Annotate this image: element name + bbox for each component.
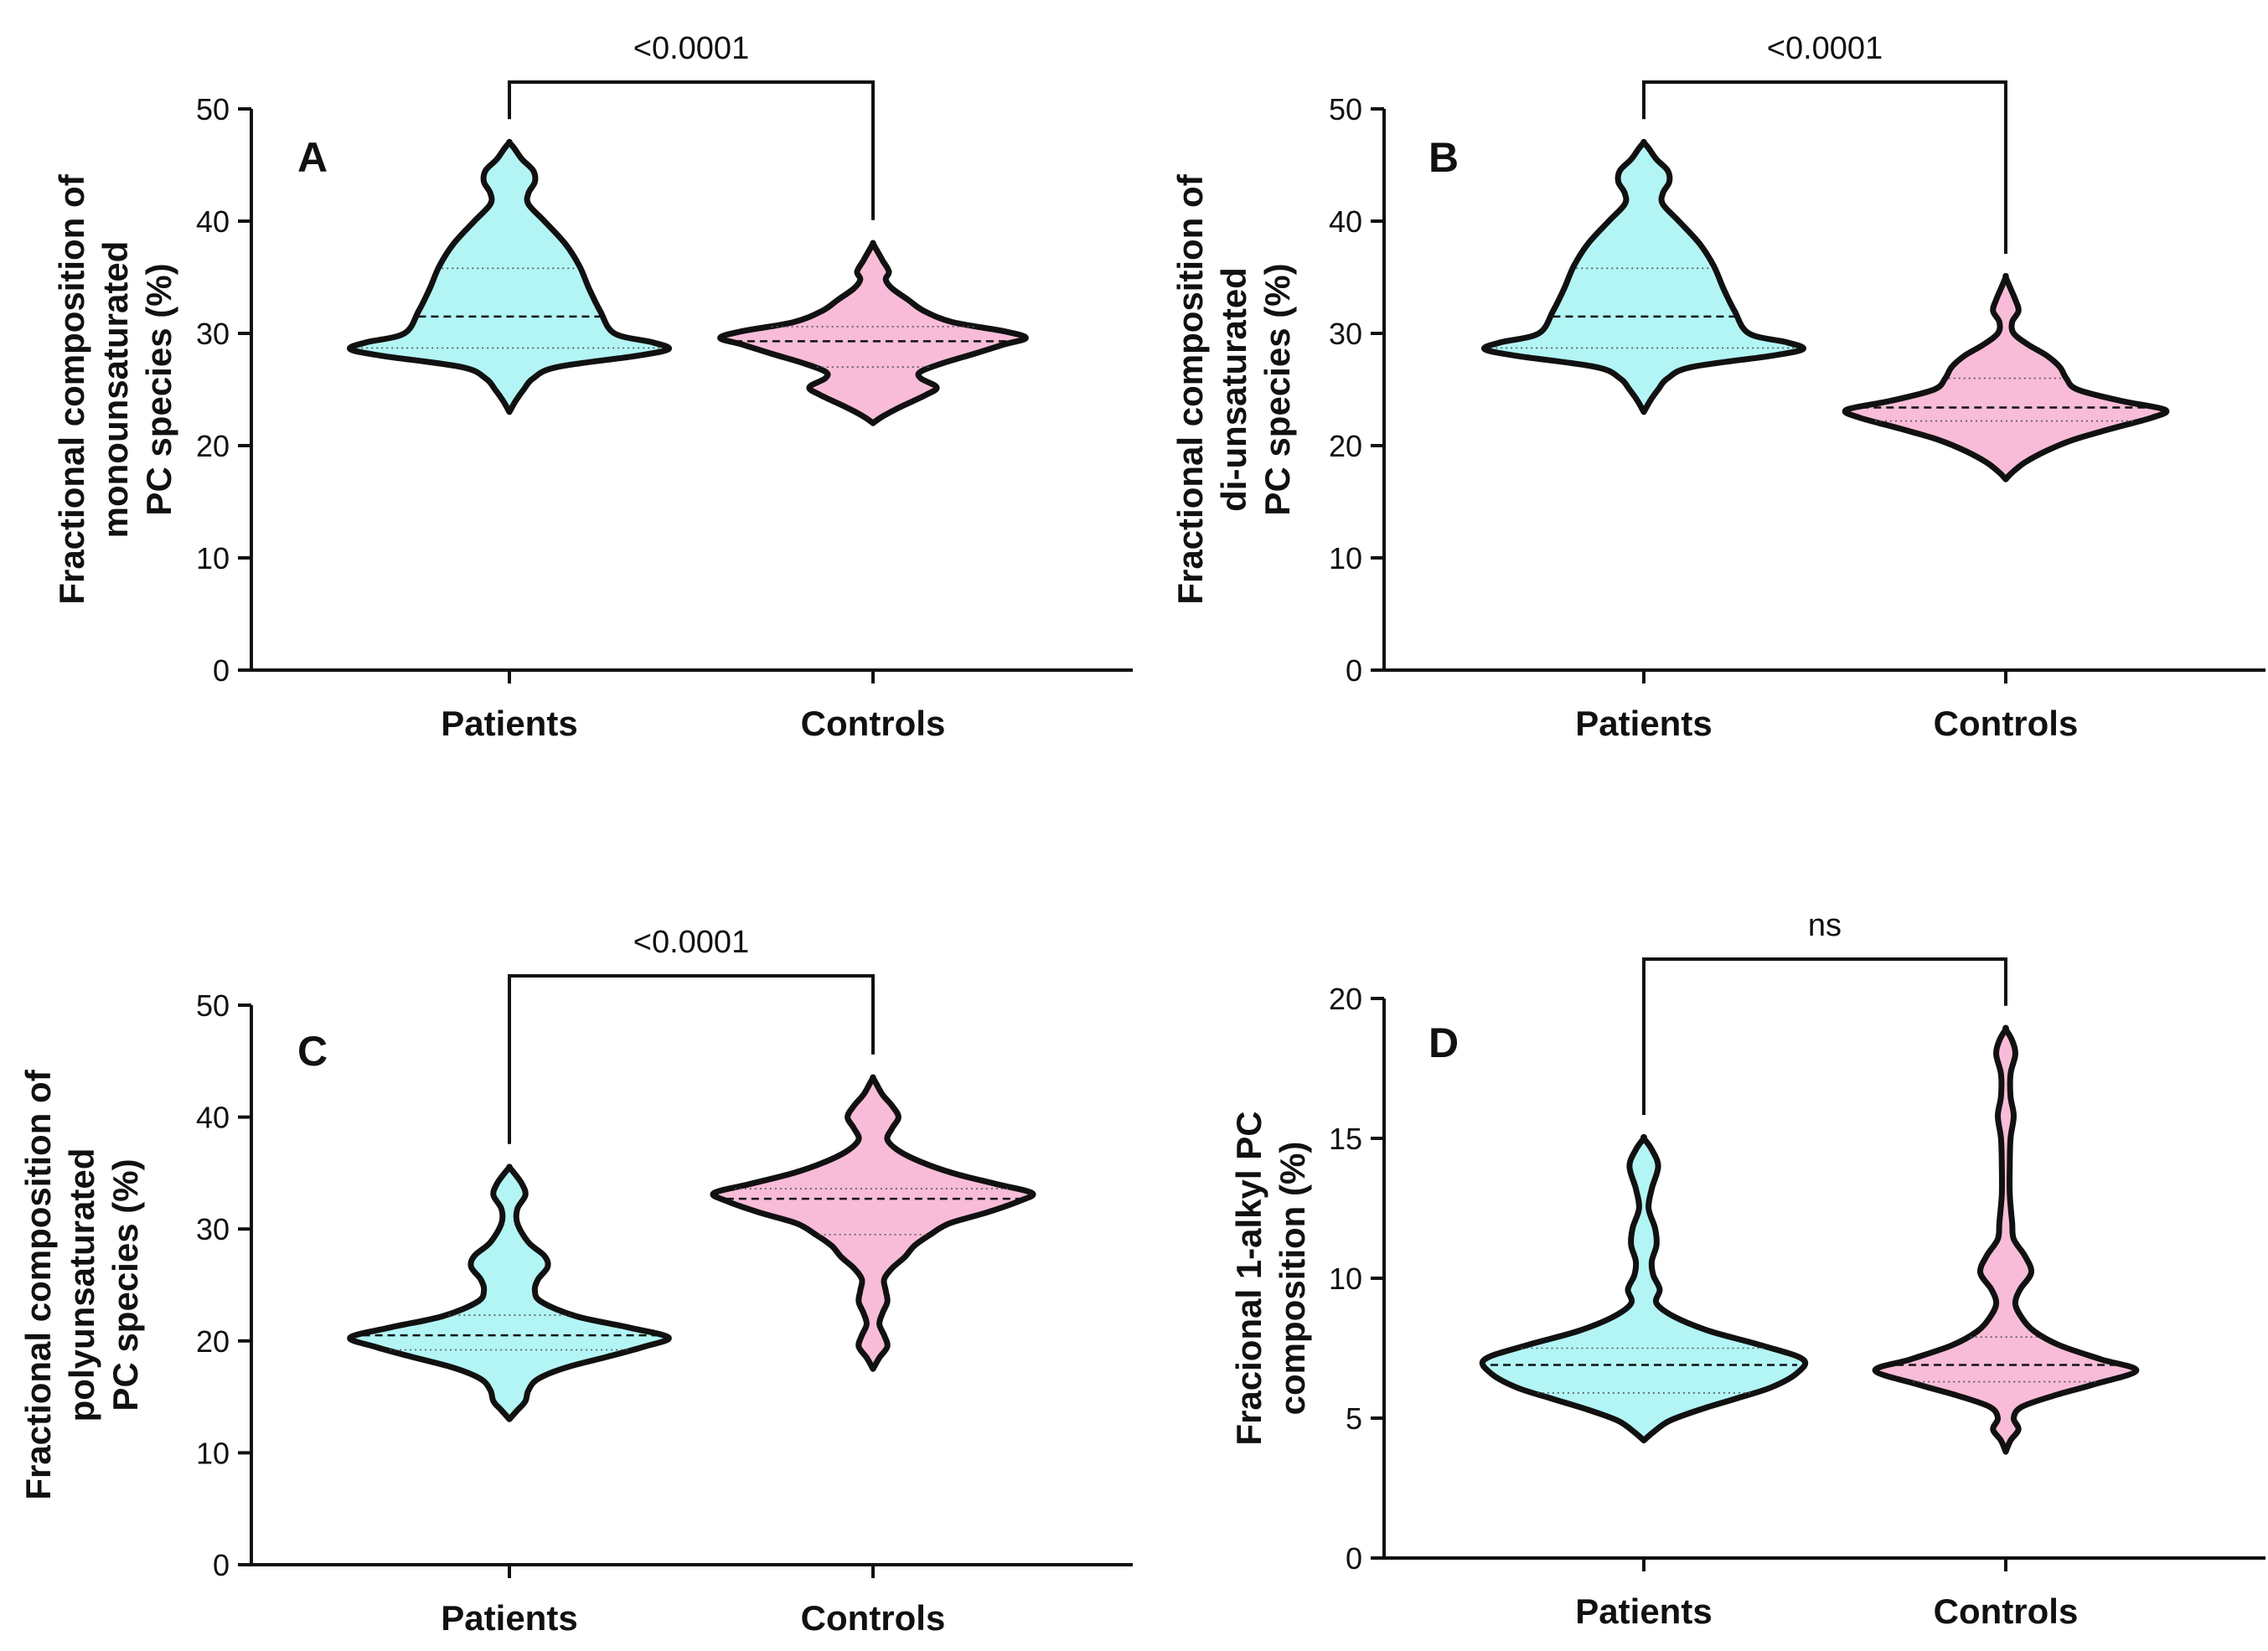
y-tick-label: 0 bbox=[213, 1548, 230, 1582]
y-tick-label: 50 bbox=[1329, 92, 1362, 126]
y-axis-title: Fractional composition of di-unsaturated P… bbox=[1170, 173, 1297, 604]
y-tick-label: 20 bbox=[196, 429, 230, 463]
y-axis-title: Fractional composition of polyunsaturated… bbox=[18, 1069, 145, 1499]
violin-patients bbox=[347, 1163, 672, 1422]
violin-controls bbox=[717, 240, 1029, 426]
x-tick-label-patients: Patients bbox=[441, 704, 577, 743]
y-tick-label: 5 bbox=[1346, 1401, 1362, 1436]
y-tick-label: 40 bbox=[196, 1101, 230, 1135]
violin-controls bbox=[1872, 1024, 2140, 1455]
x-tick-label-patients: Patients bbox=[441, 1598, 577, 1638]
panel-letter: C bbox=[297, 1028, 328, 1075]
panel-d-plot: 0 5 10 15 20 Patients Controls Fracional 1-alky… bbox=[1229, 908, 2265, 1631]
panel-a-plot: 0 10 20 30 40 50 Patients Controls Fractional co… bbox=[52, 31, 1133, 743]
x-tick-label-controls: Controls bbox=[801, 704, 946, 743]
y-axis-title: Fracional 1-alkyl PC composition (%) bbox=[1229, 1111, 1312, 1445]
x-tick-label-patients: Patients bbox=[1575, 704, 1712, 743]
y-tick-label: 20 bbox=[1329, 429, 1362, 463]
y-tick-label: 0 bbox=[1346, 1541, 1362, 1576]
violin-patients bbox=[1480, 138, 1807, 415]
x-tick-label-controls: Controls bbox=[1934, 704, 2079, 743]
significance-bracket bbox=[1642, 80, 2007, 254]
significance-bracket bbox=[1642, 957, 2007, 1115]
violin-controls bbox=[710, 1074, 1036, 1372]
y-tick-label: 40 bbox=[196, 204, 230, 239]
panel-c-plot: 0 10 20 30 40 50 Patients Controls Fractional co… bbox=[18, 925, 1133, 1638]
x-tick-label-controls: Controls bbox=[801, 1598, 946, 1638]
y-tick-label: 10 bbox=[1329, 1261, 1362, 1296]
significance-label: <0.0001 bbox=[633, 31, 749, 66]
significance-label: ns bbox=[1808, 908, 1842, 943]
y-tick-label: 40 bbox=[1329, 204, 1362, 239]
significance-label: <0.0001 bbox=[633, 925, 749, 960]
significance-label: <0.0001 bbox=[1767, 31, 1883, 66]
y-tick-label: 20 bbox=[196, 1324, 230, 1359]
y-tick-label: 0 bbox=[1346, 653, 1362, 688]
y-tick-label: 30 bbox=[1329, 317, 1362, 351]
x-tick-label-patients: Patients bbox=[1575, 1592, 1712, 1631]
y-tick-label: 10 bbox=[196, 1436, 230, 1470]
y-tick-label: 20 bbox=[1329, 982, 1362, 1016]
significance-bracket bbox=[508, 974, 875, 1144]
panel-letter: D bbox=[1428, 1019, 1459, 1066]
violin-controls bbox=[1842, 272, 2170, 482]
y-tick-label: 15 bbox=[1329, 1122, 1362, 1156]
panel-letter: B bbox=[1428, 134, 1459, 181]
panel-letter: A bbox=[297, 134, 328, 181]
x-tick-label-controls: Controls bbox=[1934, 1592, 2079, 1631]
y-tick-label: 0 bbox=[213, 653, 230, 688]
y-tick-label: 10 bbox=[1329, 541, 1362, 575]
violin-patients bbox=[346, 138, 673, 415]
y-tick-label: 30 bbox=[196, 317, 230, 351]
y-axis-title: Fractional composition of monounsaturated… bbox=[52, 173, 178, 604]
y-tick-label: 10 bbox=[196, 541, 230, 575]
violin-patients bbox=[1479, 1133, 1809, 1444]
y-tick-label: 50 bbox=[196, 988, 230, 1023]
y-tick-label: 30 bbox=[196, 1212, 230, 1246]
y-tick-label: 50 bbox=[196, 92, 230, 126]
significance-bracket bbox=[508, 80, 875, 220]
panel-b-plot: 0 10 20 30 40 50 Patients Controls Fractional co… bbox=[1170, 31, 2265, 743]
